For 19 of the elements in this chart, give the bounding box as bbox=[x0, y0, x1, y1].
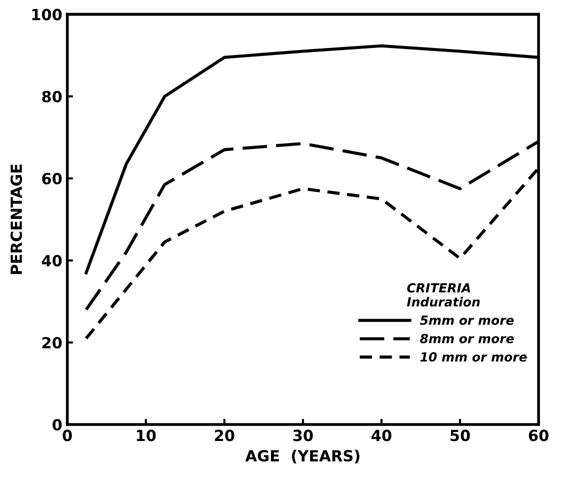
x-tick-label: 50 bbox=[450, 430, 470, 442]
x-tick-label: 20 bbox=[214, 430, 234, 442]
y-axis-title: PERCENTAGE bbox=[10, 164, 22, 274]
x-tick-label: 0 bbox=[62, 430, 72, 442]
x-axis-title: AGE (YEARS) bbox=[245, 450, 360, 464]
legend-title: CRITERIA Induration bbox=[406, 283, 480, 307]
legend-label: 8mm or more bbox=[420, 334, 514, 344]
y-tick-label: 100 bbox=[32, 8, 62, 20]
y-tick-label: 40 bbox=[42, 254, 62, 266]
y-tick-label: 80 bbox=[42, 90, 62, 102]
legend-label: 10 mm or more bbox=[420, 352, 527, 362]
x-tick-label: 40 bbox=[372, 430, 392, 442]
y-tick-label: 0 bbox=[52, 418, 62, 431]
x-tick-label: 10 bbox=[136, 430, 156, 442]
legend-label: 5mm or more bbox=[420, 316, 514, 325]
y-tick-label: 20 bbox=[42, 336, 62, 349]
x-tick-label: 30 bbox=[293, 430, 313, 442]
x-tick-label: 60 bbox=[528, 430, 548, 442]
y-tick-label: 60 bbox=[42, 172, 62, 184]
